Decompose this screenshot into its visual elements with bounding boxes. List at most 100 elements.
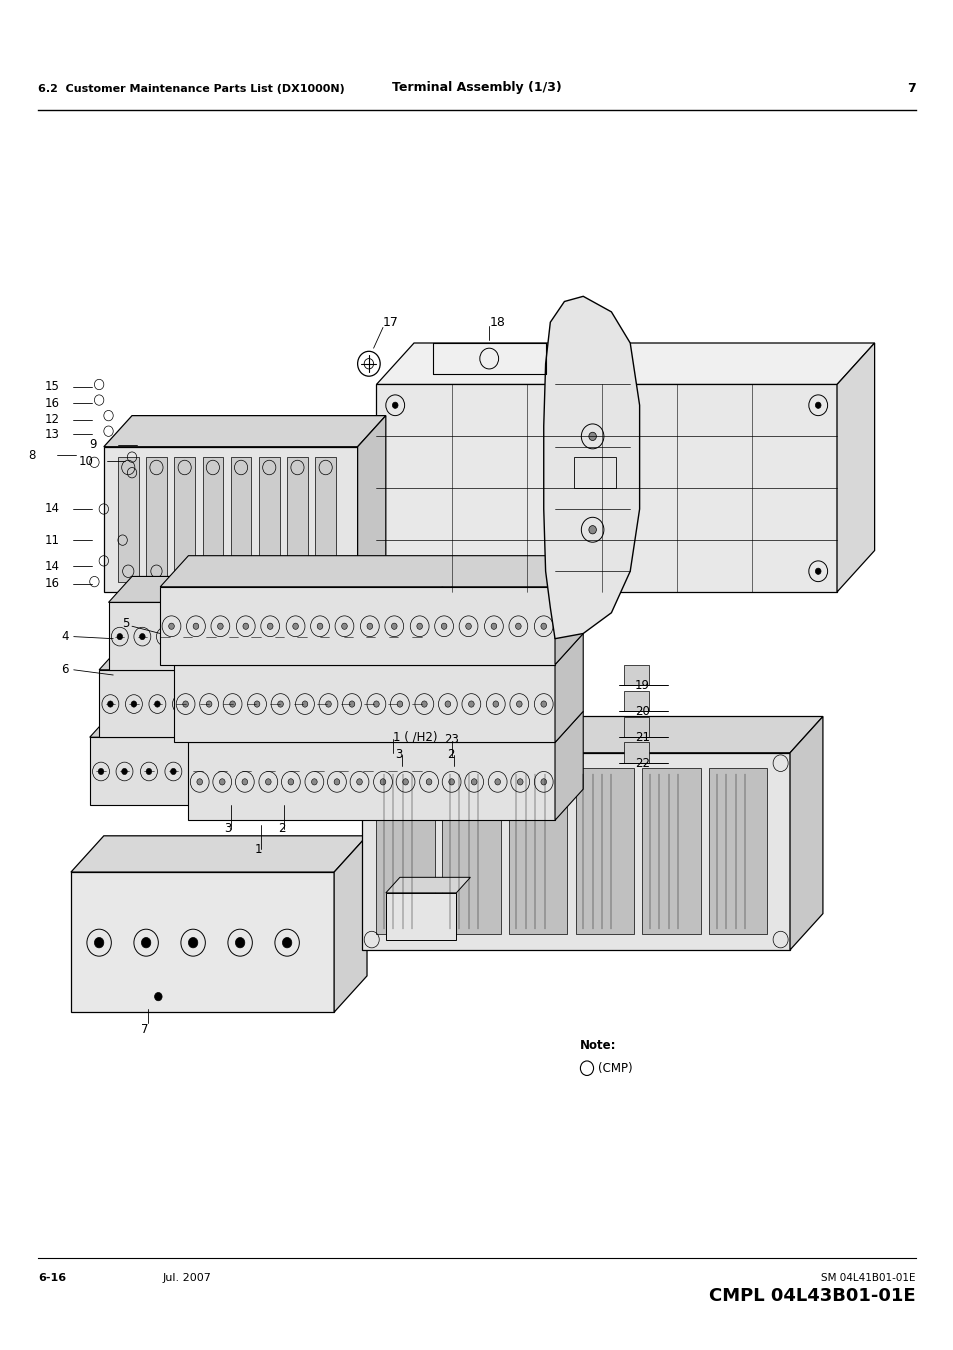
Circle shape: [392, 568, 397, 574]
Circle shape: [441, 624, 446, 629]
Text: Terminal Assembly (1/3): Terminal Assembly (1/3): [392, 81, 561, 95]
Text: 4: 4: [61, 630, 69, 643]
Circle shape: [94, 937, 104, 948]
Circle shape: [302, 701, 308, 707]
Circle shape: [540, 624, 546, 629]
Polygon shape: [362, 753, 789, 950]
Circle shape: [108, 701, 113, 707]
Text: Jul. 2007: Jul. 2007: [162, 1273, 211, 1282]
Polygon shape: [555, 556, 582, 664]
Circle shape: [217, 624, 223, 629]
Circle shape: [414, 768, 419, 775]
Circle shape: [444, 701, 450, 707]
Polygon shape: [71, 836, 367, 872]
Circle shape: [318, 701, 324, 707]
Circle shape: [282, 937, 292, 948]
Text: 14: 14: [45, 559, 59, 572]
Polygon shape: [174, 664, 555, 743]
Circle shape: [117, 633, 123, 640]
Circle shape: [267, 768, 273, 775]
Circle shape: [206, 701, 212, 707]
Text: 17: 17: [382, 316, 398, 329]
Text: CMPL 04L43B01-01E: CMPL 04L43B01-01E: [708, 1287, 915, 1304]
Circle shape: [295, 701, 301, 707]
Text: 1: 1: [253, 842, 261, 856]
Circle shape: [231, 633, 236, 640]
Text: Note:: Note:: [578, 1040, 616, 1052]
Polygon shape: [575, 768, 634, 934]
Circle shape: [517, 779, 522, 784]
Circle shape: [345, 633, 351, 640]
Text: 7: 7: [906, 81, 915, 95]
Polygon shape: [555, 711, 582, 821]
Text: 11: 11: [45, 533, 59, 547]
Circle shape: [249, 701, 253, 707]
Polygon shape: [428, 576, 451, 670]
Circle shape: [390, 633, 395, 640]
Circle shape: [448, 779, 454, 784]
Circle shape: [316, 768, 321, 775]
Circle shape: [219, 779, 225, 784]
Circle shape: [131, 701, 136, 707]
Circle shape: [495, 779, 500, 784]
Circle shape: [193, 624, 198, 629]
Text: 21: 21: [635, 730, 649, 744]
Text: 7: 7: [141, 1023, 149, 1037]
Polygon shape: [104, 447, 357, 593]
Circle shape: [321, 633, 327, 640]
Text: 20: 20: [635, 705, 649, 718]
Polygon shape: [71, 872, 334, 1012]
Polygon shape: [202, 458, 223, 582]
Circle shape: [471, 779, 476, 784]
Circle shape: [402, 779, 408, 784]
Circle shape: [493, 701, 498, 707]
Circle shape: [468, 701, 474, 707]
Circle shape: [267, 624, 273, 629]
Polygon shape: [160, 556, 582, 587]
Polygon shape: [362, 717, 822, 753]
Circle shape: [171, 768, 176, 775]
Polygon shape: [357, 416, 385, 593]
Circle shape: [196, 779, 202, 784]
Text: 15: 15: [45, 381, 59, 393]
Circle shape: [414, 633, 419, 640]
Polygon shape: [376, 768, 435, 934]
Circle shape: [367, 624, 373, 629]
Polygon shape: [189, 711, 582, 743]
Circle shape: [146, 768, 152, 775]
Polygon shape: [543, 296, 639, 639]
Polygon shape: [258, 458, 279, 582]
Circle shape: [243, 624, 249, 629]
Polygon shape: [104, 416, 385, 447]
Circle shape: [272, 701, 277, 707]
Circle shape: [426, 779, 432, 784]
Circle shape: [253, 701, 259, 707]
Circle shape: [389, 768, 395, 775]
Circle shape: [277, 701, 283, 707]
Polygon shape: [442, 768, 500, 934]
Circle shape: [299, 633, 305, 640]
Circle shape: [288, 779, 294, 784]
Circle shape: [392, 402, 397, 408]
Text: 2: 2: [446, 748, 454, 761]
Circle shape: [540, 779, 546, 784]
Polygon shape: [428, 644, 451, 737]
Text: 13: 13: [45, 428, 59, 441]
Text: SM 04L41B01-01E: SM 04L41B01-01E: [821, 1273, 915, 1282]
Circle shape: [183, 701, 189, 707]
Polygon shape: [623, 743, 648, 763]
Circle shape: [334, 779, 339, 784]
Circle shape: [416, 624, 422, 629]
Circle shape: [349, 701, 355, 707]
Text: 14: 14: [45, 502, 59, 516]
Polygon shape: [623, 691, 648, 711]
Text: 2: 2: [277, 822, 285, 836]
Circle shape: [208, 633, 213, 640]
Circle shape: [588, 432, 596, 440]
Circle shape: [341, 624, 347, 629]
Circle shape: [154, 701, 160, 707]
Circle shape: [815, 568, 821, 574]
Circle shape: [340, 768, 346, 775]
Polygon shape: [623, 664, 648, 686]
Text: 6.2  Customer Maintenance Parts List (DX1000N): 6.2 Customer Maintenance Parts List (DX1…: [38, 85, 345, 94]
